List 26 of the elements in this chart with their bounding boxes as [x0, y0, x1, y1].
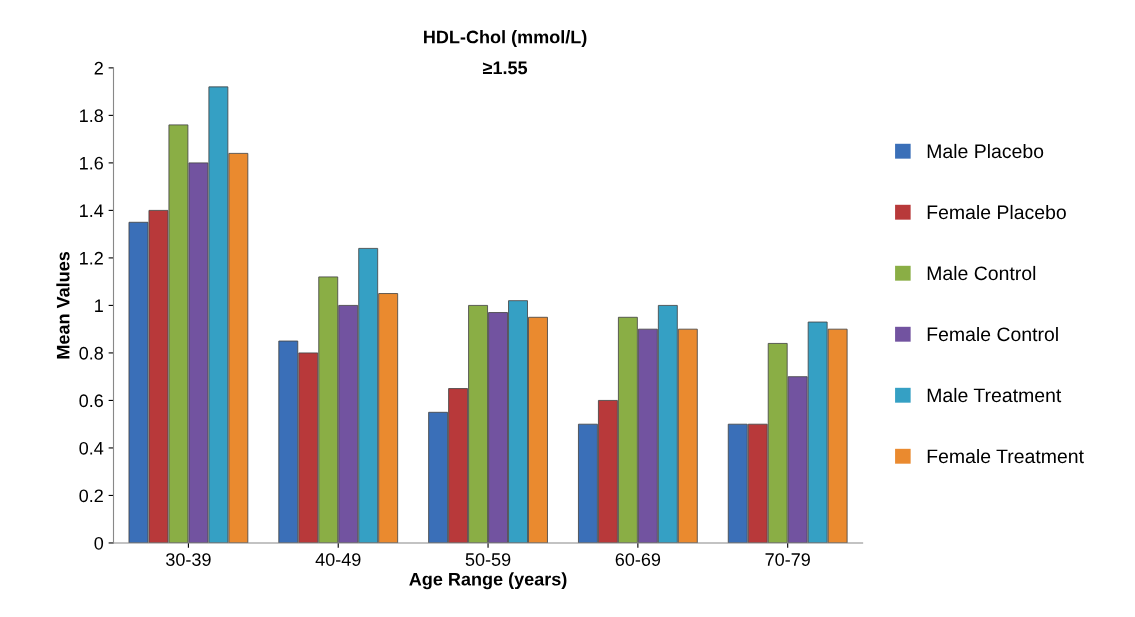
- legend-label: Female Placebo: [927, 204, 1066, 220]
- x-tick-label: 40-49: [315, 553, 361, 566]
- y-axis-title: Mean Values: [56, 251, 70, 359]
- legend-label: Female Control: [927, 326, 1058, 342]
- y-tick-label: 1.6: [80, 156, 103, 170]
- chart-title: HDL-Chol (mmol/L): [424, 30, 587, 47]
- legend-label: Male Control: [927, 265, 1036, 281]
- x-axis-title: Age Range (years): [409, 572, 567, 590]
- y-tick-label: 0.8: [79, 346, 103, 360]
- y-tick-label: 1: [95, 299, 103, 312]
- y-tick-label: 0: [94, 536, 104, 550]
- legend-label: Male Treatment: [927, 387, 1062, 403]
- x-tick-label: 50-59: [465, 553, 511, 566]
- x-tick-label: 30-39: [166, 553, 211, 566]
- legend-label: Male Placebo: [927, 143, 1044, 159]
- chart-subtitle: ≥1.55: [482, 61, 528, 75]
- y-tick-label: 1.8: [80, 109, 103, 123]
- y-tick-label: 2: [94, 61, 103, 75]
- y-tick-label: 0.4: [79, 441, 104, 455]
- y-tick-label: 0.2: [79, 489, 103, 503]
- x-tick-label: 60-69: [615, 553, 661, 566]
- legend-label: Female Treatment: [927, 448, 1084, 464]
- y-tick-label: 1.2: [80, 251, 103, 265]
- y-tick-label: 0.6: [79, 394, 103, 408]
- y-tick-label: 1.4: [80, 204, 104, 217]
- x-tick-label: 70-79: [765, 553, 810, 566]
